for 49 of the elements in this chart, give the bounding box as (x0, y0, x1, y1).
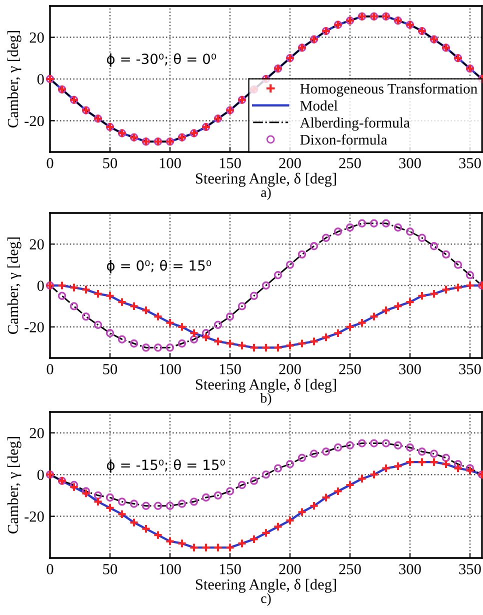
legend-label: Model (300, 100, 338, 111)
annotation: ϕ = -15⁰; θ = 15⁰ (106, 459, 225, 473)
x-tick-label: 50 (103, 564, 118, 574)
x-tick-label: 150 (220, 158, 241, 168)
legend-label: Homogeneous Transformation (300, 83, 478, 97)
y-tick-label: -20 (24, 511, 44, 522)
y-tick-label: 0 (37, 280, 44, 291)
text: b) (260, 393, 272, 406)
x-tick-label: 50 (103, 364, 118, 374)
x-tick-label: 250 (339, 364, 361, 374)
x-tick-label: 300 (399, 364, 421, 374)
x-tick-label: 100 (160, 158, 181, 168)
annotation: ϕ = -30⁰; θ = 0⁰ (106, 53, 216, 67)
x-tick-label: 350 (459, 158, 481, 168)
x-tick-label: 150 (220, 564, 241, 574)
y-tick-label: 0 (37, 74, 44, 84)
text: c) (261, 593, 271, 606)
legend-label: Alberding-formula (300, 117, 410, 131)
y-tick-label: -20 (24, 116, 44, 126)
x-tick-label: 250 (339, 564, 361, 574)
x-tick-label: 200 (279, 364, 301, 374)
x-tick-label: 300 (399, 158, 421, 168)
annotation: ϕ = 0⁰; θ = 15⁰ (106, 260, 212, 274)
x-tick-label: 0 (46, 364, 54, 374)
y-axis-title: Camber, γ [deg] (7, 31, 22, 128)
y-axis-title: Camber, γ [deg] (7, 238, 22, 334)
x-tick-label: 50 (103, 158, 118, 168)
x-axis-title: Steering Angle, δ [deg] (196, 172, 336, 187)
y-tick-label: 20 (30, 32, 44, 43)
x-tick-label: 0 (46, 564, 54, 574)
legend-label: Dixon-formula (300, 134, 388, 145)
x-axis-title: Steering Angle, δ [deg] (196, 578, 336, 593)
text: a) (261, 187, 271, 200)
x-axis-title: Steering Angle, δ [deg] (196, 378, 336, 393)
y-axis-title: Camber, γ [deg] (7, 437, 22, 534)
x-tick-label: 100 (160, 564, 181, 574)
y-tick-label: 20 (30, 428, 44, 438)
x-tick-label: 200 (279, 158, 301, 168)
x-tick-label: 200 (279, 564, 301, 574)
y-tick-label: -20 (24, 322, 44, 332)
x-tick-label: 350 (459, 364, 481, 374)
y-tick-label: 20 (30, 239, 44, 250)
x-tick-label: 350 (459, 564, 481, 574)
x-tick-label: 0 (46, 158, 54, 168)
x-tick-label: 100 (160, 364, 181, 374)
x-tick-label: 150 (220, 364, 241, 374)
x-tick-label: 250 (339, 158, 361, 168)
y-tick-label: 0 (37, 470, 44, 480)
x-tick-label: 300 (399, 564, 421, 574)
